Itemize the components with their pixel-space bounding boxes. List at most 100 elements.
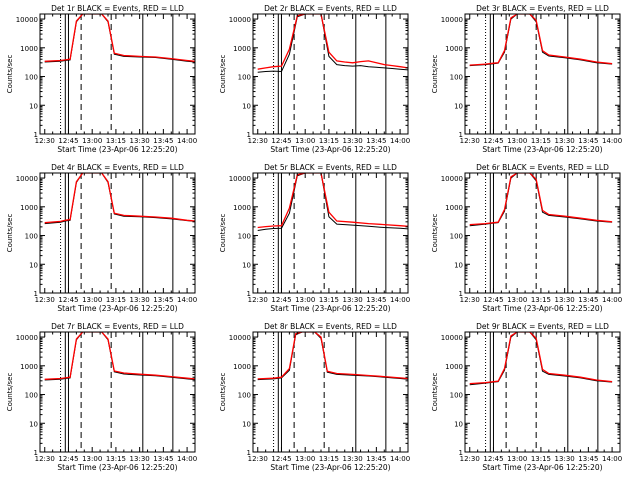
x-tick-label: 13:30 [555, 455, 575, 463]
x-tick-label: 14:00 [390, 137, 410, 145]
plot-frame [252, 172, 409, 294]
x-tick-label: 13:45 [578, 455, 598, 463]
x-tick-label: 13:00 [507, 455, 527, 463]
y-tick-label: 10000 [16, 175, 38, 183]
x-tick-label: 12:45 [483, 455, 503, 463]
x-tick-label: 12:45 [271, 455, 291, 463]
y-axis-label: Counts/sec [219, 373, 227, 412]
x-tick-label: 12:30 [248, 455, 268, 463]
y-tick-label: 100 [25, 392, 38, 400]
series-lld-line [257, 173, 408, 229]
x-tick-label: 13:00 [82, 137, 102, 145]
detector-panel: 1 10 100 1000 10000 12:30 12:45 13:00 13:15 13:30… [6, 163, 197, 313]
y-tick-label: 100 [450, 74, 463, 82]
y-tick-label: 1 [247, 131, 251, 139]
detector-panel: 1 10 100 1000 10000 12:30 12:45 13:00 13:15 13:30… [219, 163, 410, 313]
x-tick-label: 13:45 [366, 137, 386, 145]
y-tick-label: 1 [459, 131, 463, 139]
x-tick-label: 14:00 [602, 137, 622, 145]
x-axis-label: Start Time (23-Apr-06 12:25:20) [57, 145, 177, 154]
x-tick-label: 13:30 [555, 137, 575, 145]
y-tick-label: 1000 [20, 204, 38, 212]
x-tick-label: 12:30 [460, 455, 480, 463]
x-tick-label: 13:30 [343, 455, 363, 463]
x-axis-label: Start Time (23-Apr-06 12:25:20) [57, 463, 177, 472]
series-lld-line [469, 14, 613, 66]
y-tick-label: 1 [459, 290, 463, 298]
y-tick-label: 10 [454, 102, 463, 110]
x-tick-label: 14:00 [177, 296, 197, 304]
plot-frame [39, 172, 196, 294]
panel-title: Det 8r BLACK = Events, RED = LLD [264, 322, 397, 331]
x-tick-label: 13:00 [295, 296, 315, 304]
x-tick-label: 12:30 [460, 296, 480, 304]
plot-frame [464, 172, 621, 294]
detector-panel: 1 10 100 1000 10000 12:30 12:45 13:00 13:15 13:30… [431, 163, 622, 313]
x-tick-label: 13:30 [343, 137, 363, 145]
plot-frame [252, 13, 409, 135]
y-tick-label: 10000 [16, 334, 38, 342]
x-tick-label: 12:30 [248, 137, 268, 145]
y-tick-label: 10 [242, 420, 251, 428]
x-tick-label: 13:30 [555, 296, 575, 304]
x-tick-label: 13:45 [153, 296, 173, 304]
x-tick-label: 12:30 [460, 137, 480, 145]
plot-frame [39, 331, 196, 453]
x-tick-label: 13:00 [507, 137, 527, 145]
y-tick-label: 100 [238, 233, 251, 241]
series-lld-line [257, 332, 408, 380]
x-tick-label: 12:45 [58, 455, 78, 463]
x-tick-label: 13:00 [295, 455, 315, 463]
series-events-line [257, 173, 408, 231]
y-axis-label: Counts/sec [6, 55, 14, 94]
panel-title: Det 5r BLACK = Events, RED = LLD [264, 163, 397, 172]
x-tick-label: 12:45 [483, 296, 503, 304]
plot-frame [39, 13, 196, 135]
x-axis-label: Start Time (23-Apr-06 12:25:20) [57, 304, 177, 313]
x-tick-label: 13:15 [319, 137, 339, 145]
x-axis-label: Start Time (23-Apr-06 12:25:20) [270, 145, 390, 154]
y-tick-label: 10 [29, 102, 38, 110]
series-lld-line [44, 332, 195, 380]
panel-title: Det 2r BLACK = Events, RED = LLD [264, 4, 397, 13]
y-tick-label: 10000 [229, 334, 251, 342]
x-tick-label: 13:45 [366, 296, 386, 304]
series-lld-line [469, 332, 613, 385]
y-axis-label: Counts/sec [6, 214, 14, 253]
x-tick-label: 13:15 [319, 296, 339, 304]
x-tick-label: 13:00 [507, 296, 527, 304]
y-axis-label: Counts/sec [431, 55, 439, 94]
y-tick-label: 1 [34, 290, 38, 298]
y-axis-label: Counts/sec [219, 55, 227, 94]
panel-title: Det 9r BLACK = Events, RED = LLD [476, 322, 609, 331]
x-tick-label: 13:15 [531, 296, 551, 304]
panel-title: Det 7r BLACK = Events, RED = LLD [51, 322, 184, 331]
y-tick-label: 100 [25, 74, 38, 82]
detector-panel: 1 10 100 1000 10000 12:30 12:45 13:00 13:15 13:30… [6, 4, 197, 154]
y-tick-label: 1 [247, 290, 251, 298]
x-tick-label: 13:00 [295, 137, 315, 145]
y-tick-label: 1 [34, 131, 38, 139]
y-tick-label: 1 [34, 449, 38, 457]
series-lld-line [469, 173, 613, 226]
y-tick-label: 10000 [441, 175, 463, 183]
x-tick-label: 13:15 [319, 455, 339, 463]
plot-frame [464, 13, 621, 135]
x-tick-label: 13:15 [531, 455, 551, 463]
y-axis-label: Counts/sec [431, 214, 439, 253]
x-tick-label: 13:30 [343, 296, 363, 304]
series-lld-line [257, 14, 408, 70]
y-tick-label: 1000 [445, 204, 463, 212]
x-tick-label: 12:45 [271, 296, 291, 304]
x-tick-label: 12:30 [35, 455, 55, 463]
x-tick-label: 13:30 [130, 296, 150, 304]
y-tick-label: 100 [450, 392, 463, 400]
x-tick-label: 13:15 [106, 137, 126, 145]
x-tick-label: 13:15 [106, 296, 126, 304]
panel-title: Det 3r BLACK = Events, RED = LLD [476, 4, 609, 13]
x-tick-label: 12:30 [248, 296, 268, 304]
x-axis-label: Start Time (23-Apr-06 12:25:20) [270, 304, 390, 313]
x-tick-label: 13:45 [578, 296, 598, 304]
panel-title: Det 4r BLACK = Events, RED = LLD [51, 163, 184, 172]
